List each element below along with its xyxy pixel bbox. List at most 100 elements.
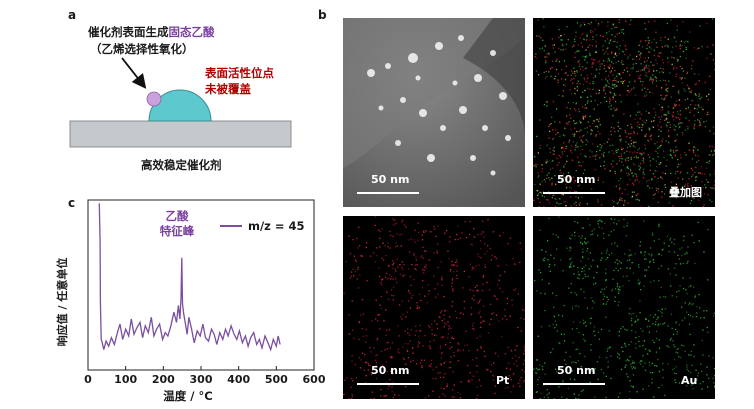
pt-signal-pixel	[524, 347, 525, 349]
au-signal-pixel	[647, 139, 649, 141]
au-signal-pixel	[673, 124, 675, 126]
au-signal-pixel	[614, 296, 616, 298]
au-signal-pixel	[687, 41, 689, 43]
pt-signal-pixel	[476, 349, 479, 351]
au-signal-pixel	[616, 46, 618, 48]
pt-signal-pixel	[369, 365, 371, 367]
pt-signal-pixel	[636, 176, 638, 178]
pt-signal-pixel	[490, 364, 493, 366]
mixed-signal-pixel	[563, 177, 565, 179]
au-signal-pixel	[661, 249, 663, 251]
pt-signal-pixel	[398, 264, 401, 266]
au-signal-pixel	[542, 368, 544, 371]
au-signal-pixel	[536, 189, 538, 192]
au-signal-pixel	[537, 379, 539, 381]
au-signal-pixel	[657, 156, 659, 158]
pt-signal-pixel	[351, 355, 353, 357]
pt-signal-pixel	[571, 46, 573, 48]
pt-signal-pixel	[543, 206, 545, 207]
au-signal-pixel	[618, 335, 620, 337]
pt-signal-pixel	[671, 56, 673, 58]
pt-signal-pixel	[457, 349, 459, 351]
au-signal-pixel	[636, 391, 638, 393]
pt-signal-pixel	[558, 36, 560, 39]
au-signal-pixel	[535, 53, 537, 55]
pt-signal-pixel	[574, 180, 576, 182]
pt-signal-pixel	[387, 277, 389, 279]
au-signal-pixel	[610, 87, 612, 89]
au-signal-pixel	[558, 314, 560, 316]
au-signal-pixel	[685, 48, 687, 51]
au-signal-pixel	[596, 51, 598, 53]
pt-signal-pixel	[707, 113, 709, 116]
pt-signal-pixel	[603, 143, 606, 145]
pt-signal-pixel	[441, 279, 443, 281]
au-signal-pixel	[583, 77, 585, 79]
au-signal-pixel	[647, 37, 649, 39]
au-signal-pixel	[663, 79, 665, 81]
au-signal-pixel	[640, 252, 642, 254]
pt-signal-pixel	[524, 345, 525, 348]
pt-signal-pixel	[523, 381, 525, 383]
au-signal-pixel	[685, 117, 687, 119]
pt-signal-pixel	[638, 181, 640, 183]
au-signal-pixel	[625, 131, 627, 134]
au-signal-pixel	[653, 240, 655, 242]
au-signal-pixel	[558, 28, 560, 31]
pt-signal-pixel	[383, 395, 385, 397]
mixed-signal-pixel	[618, 73, 621, 75]
au-signal-pixel	[584, 321, 586, 323]
pt-signal-pixel	[428, 345, 431, 347]
au-signal-pixel	[657, 325, 659, 327]
pt-signal-pixel	[552, 149, 554, 151]
pt-signal-pixel	[425, 267, 427, 269]
au-signal-pixel	[703, 121, 705, 123]
pt-signal-pixel	[514, 263, 516, 265]
pt-signal-pixel	[497, 355, 500, 357]
pt-signal-pixel	[399, 304, 401, 306]
pt-signal-pixel	[657, 191, 659, 193]
pt-signal-pixel	[476, 365, 478, 367]
pt-signal-pixel	[473, 299, 475, 301]
pt-signal-pixel	[620, 77, 622, 79]
au-signal-pixel	[673, 251, 676, 253]
pt-signal-pixel	[657, 201, 659, 203]
au-signal-pixel	[575, 31, 577, 33]
au-signal-pixel	[666, 90, 668, 92]
au-signal-pixel	[701, 388, 703, 390]
au-signal-pixel	[663, 156, 665, 159]
pt-signal-pixel	[579, 37, 581, 39]
pt-signal-pixel	[414, 229, 416, 231]
pt-signal-pixel	[451, 278, 453, 280]
pt-signal-pixel	[520, 376, 522, 379]
au-signal-pixel	[675, 125, 677, 128]
pt-signal-pixel	[625, 20, 627, 22]
pt-signal-pixel	[509, 377, 511, 379]
pt-signal-pixel	[591, 58, 593, 60]
au-signal-pixel	[672, 340, 674, 342]
pt-signal-pixel	[463, 300, 465, 303]
pt-signal-pixel	[523, 310, 525, 312]
au-signal-pixel	[578, 394, 580, 396]
au-signal-pixel	[670, 313, 673, 315]
mixed-signal-pixel	[616, 163, 618, 165]
pt-signal-pixel	[440, 310, 443, 312]
au-signal-pixel	[701, 339, 703, 342]
pt-signal-pixel	[394, 223, 396, 225]
panel-a-note-line2: （乙烯选择性氧化）	[90, 42, 194, 56]
pt-signal-pixel	[697, 159, 700, 162]
x-tick-label: 300	[190, 373, 213, 386]
au-signal-pixel	[673, 243, 675, 245]
au-signal-pixel	[706, 310, 708, 312]
pt-signal-pixel	[499, 287, 501, 289]
au-signal-pixel	[602, 298, 604, 300]
pt-signal-pixel	[483, 350, 485, 353]
pt-signal-pixel	[659, 163, 661, 165]
pt-signal-pixel	[450, 327, 452, 329]
au-signal-pixel	[686, 252, 688, 255]
au-signal-pixel	[630, 127, 633, 129]
pt-signal-pixel	[453, 396, 455, 398]
pt-signal-pixel	[629, 54, 631, 56]
mixed-signal-pixel	[545, 162, 548, 164]
au-signal-pixel	[593, 330, 595, 332]
